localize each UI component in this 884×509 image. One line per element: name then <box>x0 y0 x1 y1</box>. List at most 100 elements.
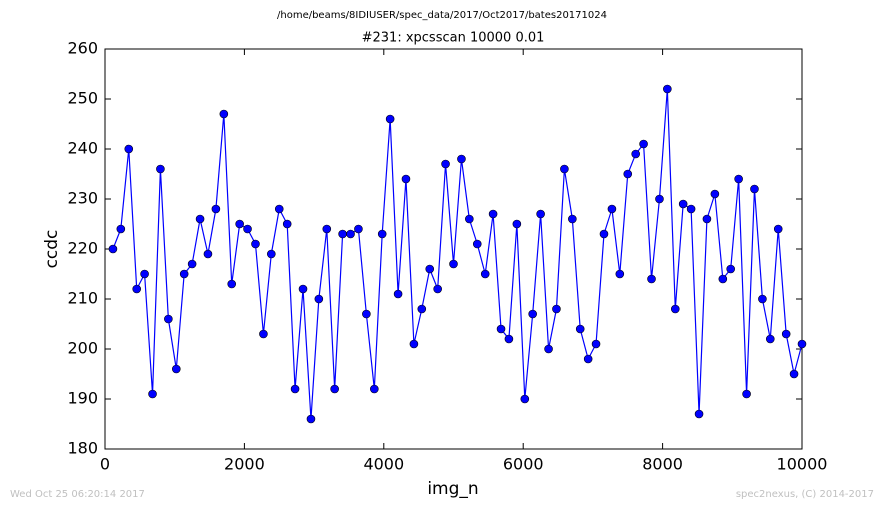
data-point <box>663 84 672 94</box>
data-point <box>726 264 735 274</box>
data-point <box>758 294 767 304</box>
data-point <box>655 194 664 204</box>
data-point <box>179 269 189 279</box>
data-point <box>496 324 506 334</box>
footer-left: Wed Oct 25 06:20:14 2017 <box>10 489 145 500</box>
suptitle: /home/beams/8IDIUSER/spec_data/2017/Oct2… <box>277 10 607 21</box>
data-point <box>235 219 244 229</box>
data-point <box>314 294 324 304</box>
data-point <box>631 149 640 159</box>
data-point <box>449 259 458 269</box>
data-point <box>742 389 751 399</box>
data-point <box>591 339 601 349</box>
data-point <box>781 329 791 339</box>
data-point <box>488 209 498 219</box>
data-point <box>480 269 490 279</box>
data-point <box>187 259 197 269</box>
data-point <box>710 189 720 199</box>
data-point <box>164 314 173 324</box>
data-point <box>599 229 609 239</box>
data-point <box>765 334 775 344</box>
x-tick-label: 4000 <box>363 455 404 474</box>
data-point <box>512 219 522 229</box>
data-point <box>773 224 783 234</box>
data-point <box>330 384 339 394</box>
data-point <box>227 279 237 289</box>
data-point <box>560 164 569 174</box>
data-point <box>520 394 530 404</box>
data-point <box>433 284 442 294</box>
plot-frame <box>104 48 803 450</box>
footer-right: spec2nexus, (C) 2014-2017 <box>736 489 874 500</box>
data-point <box>298 284 308 294</box>
data-point <box>259 329 268 339</box>
x-tick-label: 0 <box>100 455 110 474</box>
y-tick-label: 230 <box>67 189 98 208</box>
data-line <box>112 88 803 420</box>
data-point <box>393 289 403 299</box>
data-point <box>124 144 134 154</box>
data-point <box>607 204 617 214</box>
x-tick-label: 2000 <box>224 455 265 474</box>
y-tick-label: 250 <box>67 89 98 108</box>
data-point <box>211 204 221 214</box>
y-tick-label: 180 <box>67 439 98 458</box>
data-point <box>797 339 807 349</box>
data-point <box>504 334 514 344</box>
data-point <box>465 214 474 224</box>
data-point <box>568 214 577 224</box>
data-point <box>377 229 387 239</box>
data-point <box>362 309 371 319</box>
data-point <box>251 239 260 249</box>
data-point <box>322 224 332 234</box>
data-point <box>140 269 149 279</box>
data-point <box>409 339 419 349</box>
data-point <box>694 409 704 419</box>
data-point <box>338 229 347 239</box>
data-point <box>203 249 213 259</box>
data-point <box>528 309 537 319</box>
data-point <box>472 239 482 249</box>
data-point <box>370 384 379 394</box>
data-point <box>274 204 284 214</box>
y-tick-label: 200 <box>67 339 98 358</box>
data-point <box>670 304 680 314</box>
data-point <box>750 184 759 194</box>
data-point <box>647 274 656 284</box>
x-axis-label: img_n <box>427 479 478 499</box>
data-point <box>243 224 252 234</box>
data-point <box>132 284 142 294</box>
y-axis-label: ccdc <box>42 230 62 269</box>
y-tick-label: 210 <box>67 289 98 308</box>
data-point <box>536 209 545 219</box>
data-point <box>686 204 696 214</box>
data-point <box>678 199 688 209</box>
data-point <box>457 154 466 164</box>
data-point <box>108 244 118 254</box>
data-point <box>639 139 648 149</box>
chart-title: #231: xpcsscan 10000 0.01 <box>362 31 545 46</box>
data-point <box>346 229 355 239</box>
data-point <box>148 389 157 399</box>
y-tick-label: 260 <box>67 39 98 58</box>
data-point <box>575 324 585 334</box>
data-point <box>267 249 276 259</box>
data-point <box>583 354 593 364</box>
data-point <box>401 174 411 184</box>
data-point <box>116 224 126 234</box>
data-point <box>172 364 181 374</box>
data-point <box>441 159 450 169</box>
data-point <box>306 414 316 424</box>
data-point <box>544 344 553 354</box>
y-tick-label: 240 <box>67 139 98 158</box>
data-point <box>552 304 561 314</box>
data-point <box>417 304 427 314</box>
data-point <box>734 174 743 184</box>
x-tick-label: 10000 <box>777 455 828 474</box>
data-point <box>282 219 292 229</box>
data-point <box>156 164 165 174</box>
data-point <box>702 214 712 224</box>
x-tick-label: 8000 <box>642 455 683 474</box>
